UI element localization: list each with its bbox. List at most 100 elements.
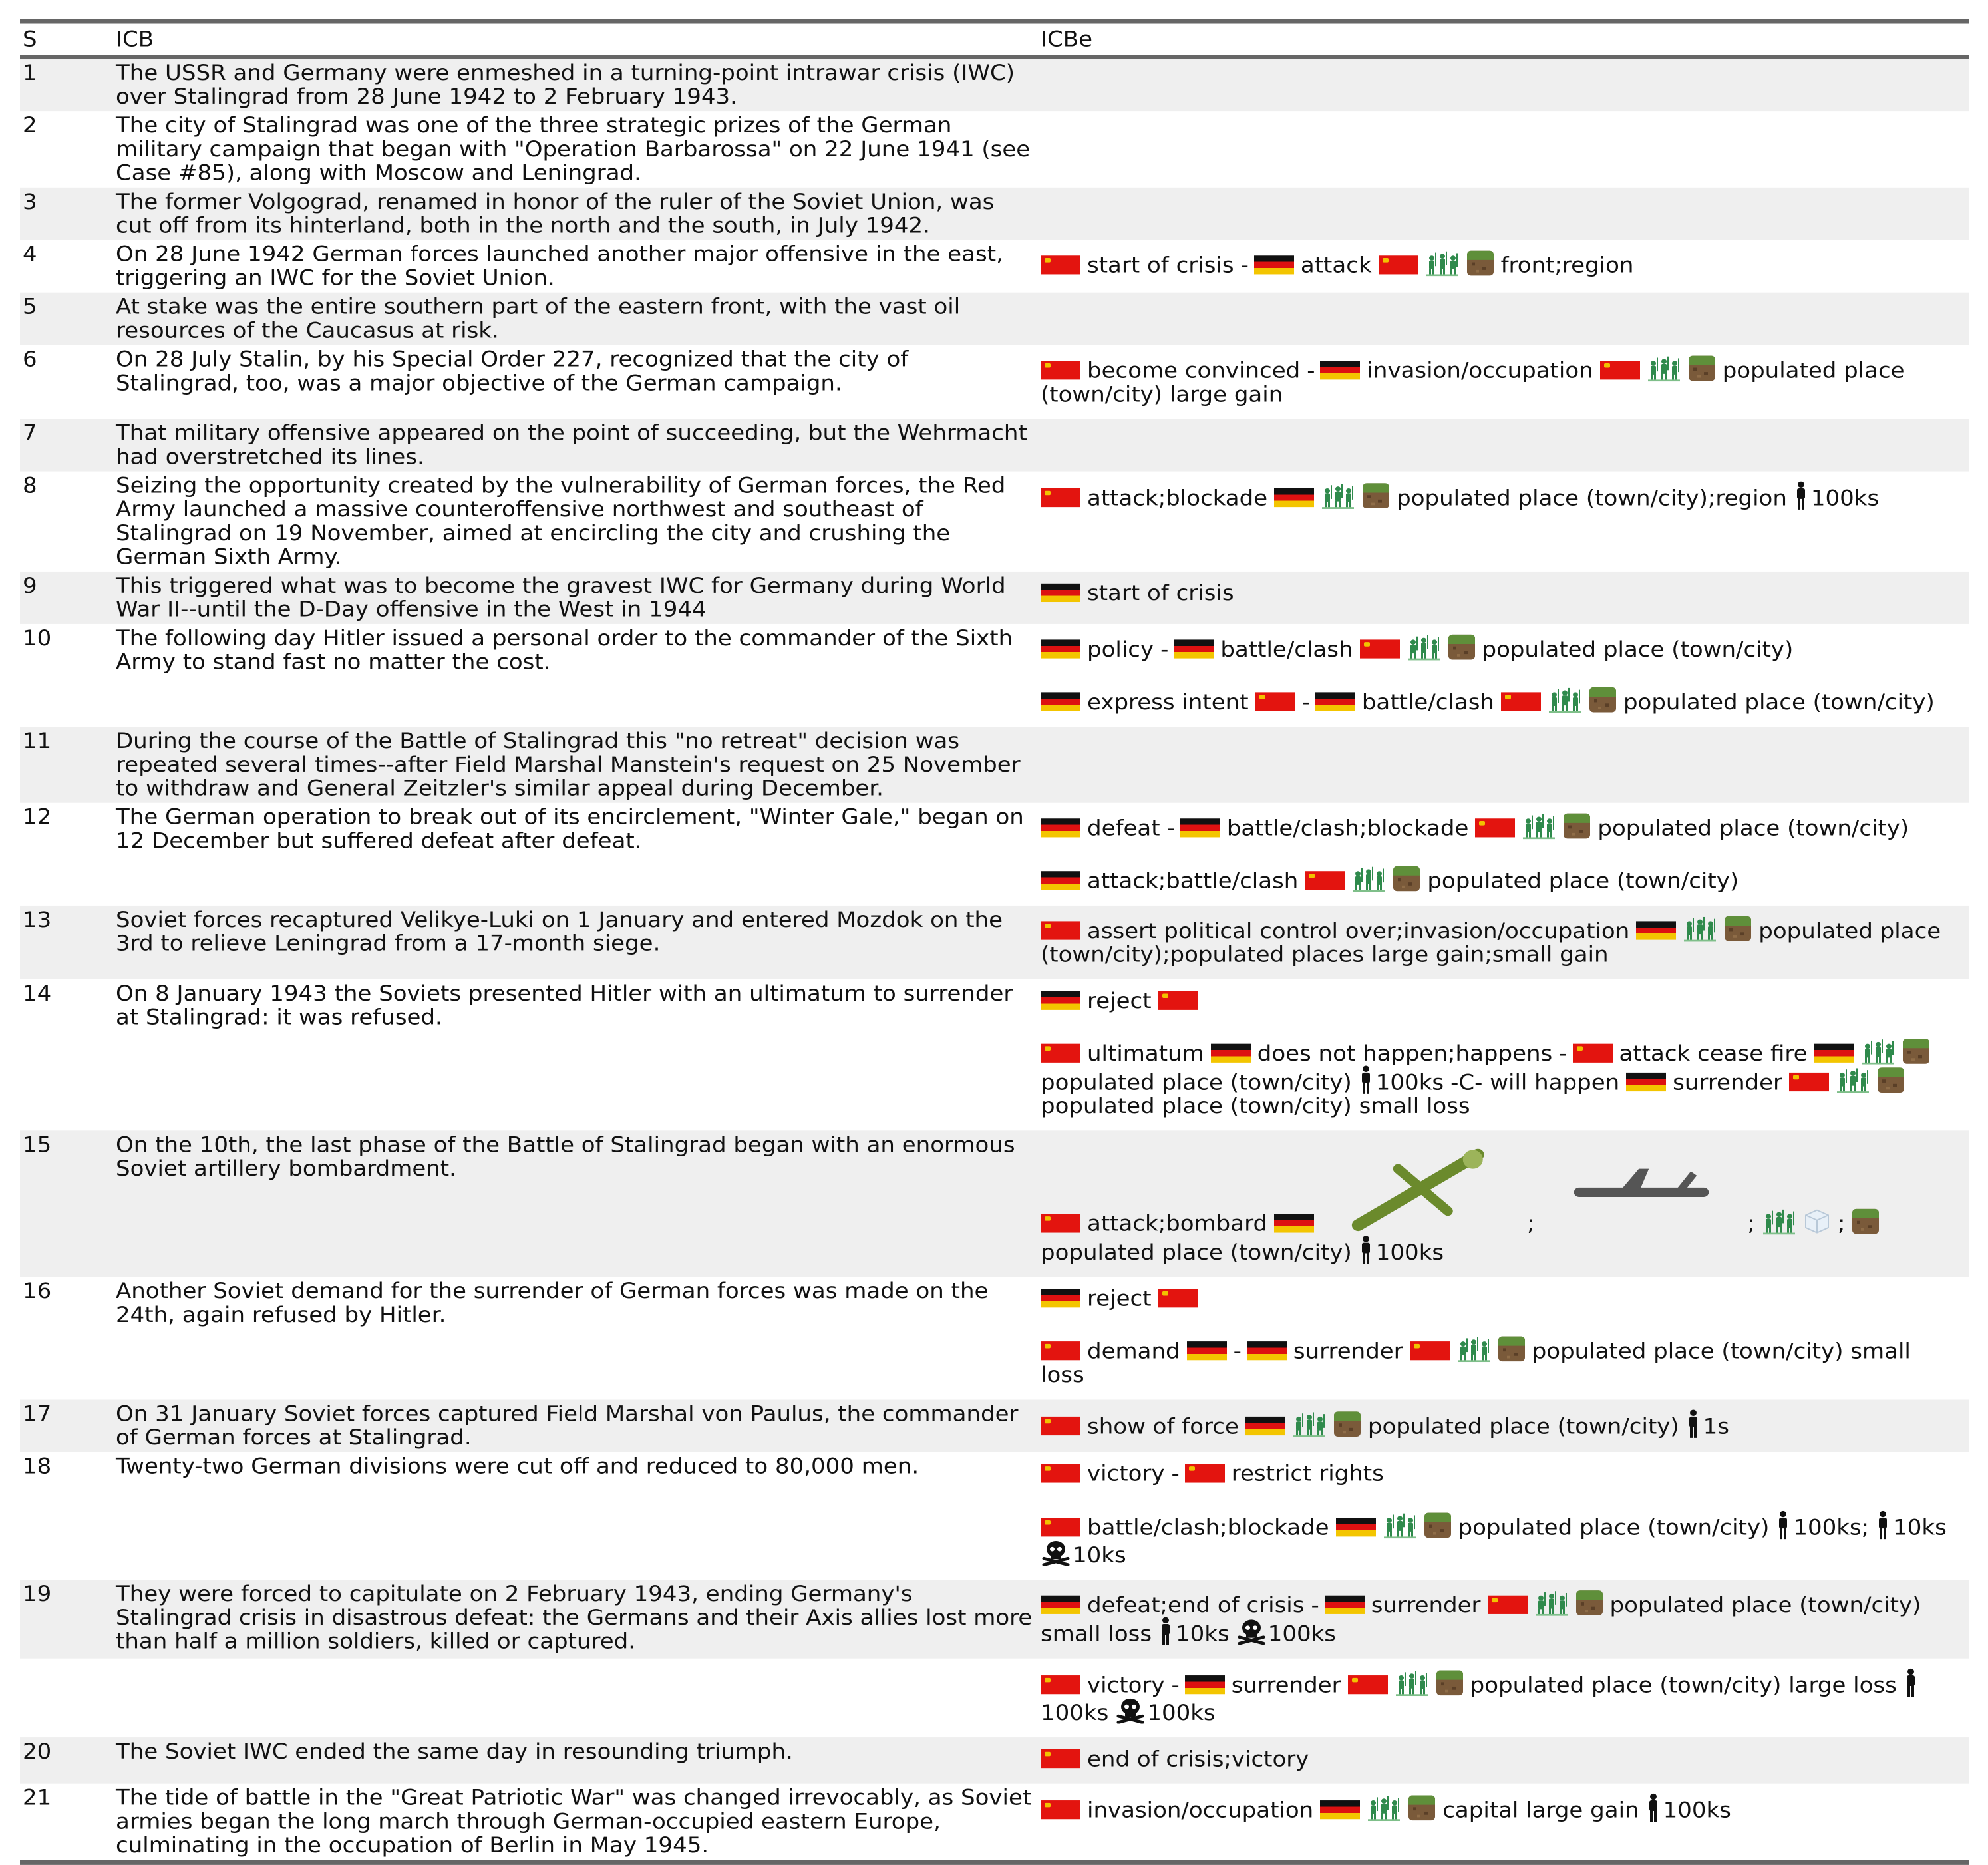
table-row: 11 During the course of the Battle of Sta…	[20, 727, 1969, 803]
soldiers-icon	[1351, 867, 1386, 892]
soldiers-icon	[1762, 1210, 1796, 1235]
terrain-icon	[1575, 1590, 1603, 1615]
event-action: battle/clash	[1361, 689, 1494, 715]
table-row: 9 This triggered what was to become the g…	[20, 571, 1969, 624]
event-action: show of force	[1087, 1414, 1239, 1439]
event-action: reject	[1087, 988, 1152, 1014]
cell-s: 19	[20, 1580, 113, 1659]
terrain-icon	[1902, 1038, 1930, 1064]
germany-flag-icon	[1245, 1416, 1285, 1436]
troop-count: 100ks	[1663, 1798, 1731, 1823]
icbe-event: victory - restrict rights	[1041, 1462, 1967, 1486]
icbe-event: start of crisis	[1041, 582, 1967, 605]
person-icon	[1776, 1511, 1790, 1540]
soldiers-icon	[1321, 484, 1355, 509]
germany-flag-icon	[1274, 1214, 1315, 1233]
separator-dash: -	[1240, 253, 1249, 279]
event-condition: -C- will happen	[1450, 1070, 1620, 1095]
person-icon	[1876, 1511, 1890, 1540]
column-header-icb: ICB	[113, 21, 1038, 59]
cell-icbe: attack;bombard;; ; populated place (town/c…	[1038, 1130, 1969, 1277]
event-action: attack;blockade	[1087, 486, 1268, 511]
table-row: 12 The German operation to break out of i…	[20, 803, 1969, 906]
cell-s: 9	[20, 571, 113, 624]
table-row: 14 On 8 January 1943 the Soviets presente…	[20, 979, 1969, 1130]
troop-count: 1s	[1703, 1414, 1730, 1439]
cell-icb: That military offensive appeared on the …	[113, 419, 1038, 472]
event-action: end of crisis;victory	[1087, 1747, 1309, 1772]
germany-flag-icon	[1041, 583, 1080, 603]
separator-dash: -	[1311, 1592, 1319, 1618]
germany-flag-icon	[1814, 1043, 1854, 1063]
cell-s: 20	[20, 1737, 113, 1784]
ussr-flag-icon	[1789, 1072, 1829, 1092]
event-action: surrender	[1673, 1070, 1782, 1095]
event-action: victory	[1087, 1461, 1165, 1487]
event-action: reject	[1087, 1286, 1152, 1311]
cell-icbe: attack;blockade populated place (town/cit…	[1038, 472, 1969, 572]
table-row: 2 The city of Stalingrad was one of the t…	[20, 111, 1969, 188]
icbe-event: attack;battle/clash populated place (town…	[1041, 866, 1967, 893]
event-action: defeat	[1087, 816, 1160, 842]
icbe-event: ultimatum does not happen;happens - attack …	[1041, 1038, 1967, 1118]
cell-icbe: end of crisis;victory	[1038, 1737, 1969, 1784]
soldiers-icon	[1647, 357, 1681, 382]
troop-count: 100ks	[1375, 1240, 1444, 1266]
cell-icbe: show of force populated place (town/city)…	[1038, 1399, 1969, 1452]
table-row: 17 On 31 January Soviet forces captured F…	[20, 1399, 1969, 1452]
aircraft-icon	[1321, 1140, 1520, 1234]
event-detail: populated place (town/city)	[1041, 1240, 1352, 1266]
person-icon	[1794, 482, 1808, 510]
cell-s: 2	[23, 112, 37, 138]
separator-dash: -	[1166, 816, 1175, 842]
cell-icbe	[1038, 419, 1969, 472]
person-icon	[1686, 1410, 1701, 1439]
icbe-event: policy - battle/clash populated place (town…	[1041, 634, 1967, 661]
separator-dash: -	[1307, 358, 1315, 384]
event-action: invasion/occupation	[1367, 358, 1593, 384]
cell-icb: On the 10th, the last phase of the Battl…	[113, 1130, 1038, 1277]
cell-s: 12	[23, 804, 52, 830]
germany-flag-icon	[1626, 1072, 1667, 1092]
icbe-event: show of force populated place (town/city)…	[1041, 1410, 1967, 1439]
soldiers-icon	[1861, 1039, 1896, 1065]
ussr-flag-icon	[1041, 1214, 1080, 1233]
cell-icb: The following day Hitler issued a person…	[116, 625, 1013, 675]
cell-icbe: policy - battle/clash populated place (town…	[1038, 624, 1969, 727]
icbe-event: assert political control over;invasion/o…	[1041, 916, 1967, 967]
ussr-flag-icon	[1041, 361, 1080, 380]
icbe-event: battle/clash;blockade populated place (to…	[1041, 1511, 1967, 1567]
separator-dash: -	[1171, 1673, 1180, 1698]
germany-flag-icon	[1041, 818, 1080, 838]
event-action: invasion/occupation	[1087, 1798, 1314, 1823]
cell-icbe: victory - surrender populated place (town/c…	[1038, 1659, 1969, 1737]
fatality-count: 100ks	[1147, 1700, 1216, 1726]
event-detail: populated place (town/city);populated pl…	[1041, 918, 1941, 967]
event-action: battle/clash;blockade	[1087, 1515, 1329, 1541]
troop-count: 10ks	[1176, 1621, 1230, 1647]
table-row: victory - surrender populated place (town/c…	[20, 1659, 1969, 1737]
semicolon: ;	[1838, 1211, 1846, 1237]
cell-icb: On 31 January Soviet forces captured Fie…	[113, 1399, 1038, 1452]
cell-icb: On 8 January 1943 the Soviets presented …	[116, 981, 1013, 1030]
separator-dash: -	[1301, 689, 1310, 715]
event-action: ultimatum	[1087, 1041, 1204, 1067]
ussr-flag-icon	[1041, 488, 1080, 508]
terrain-icon	[1563, 813, 1591, 839]
terrain-icon	[1724, 916, 1752, 941]
event-action: surrender	[1231, 1673, 1341, 1698]
troop-count: 100ks	[1810, 486, 1880, 511]
cell-icbe: start of crisis	[1038, 571, 1969, 624]
cell-s: 13	[20, 905, 113, 979]
person-icon	[1158, 1617, 1173, 1646]
germany-flag-icon	[1335, 1518, 1376, 1537]
cell-s: 16	[23, 1279, 52, 1304]
crisis-table: S ICB ICBe 1 The USSR and Germany were en…	[20, 19, 1969, 1865]
event-action: surrender	[1371, 1592, 1481, 1618]
cell-icbe: start of crisis - attack front;region	[1038, 240, 1969, 293]
germany-flag-icon	[1320, 1800, 1361, 1820]
column-header-s: S	[20, 21, 113, 59]
ussr-flag-icon	[1572, 1043, 1613, 1063]
terrain-icon	[1448, 634, 1476, 660]
cell-s: 1	[20, 57, 113, 112]
